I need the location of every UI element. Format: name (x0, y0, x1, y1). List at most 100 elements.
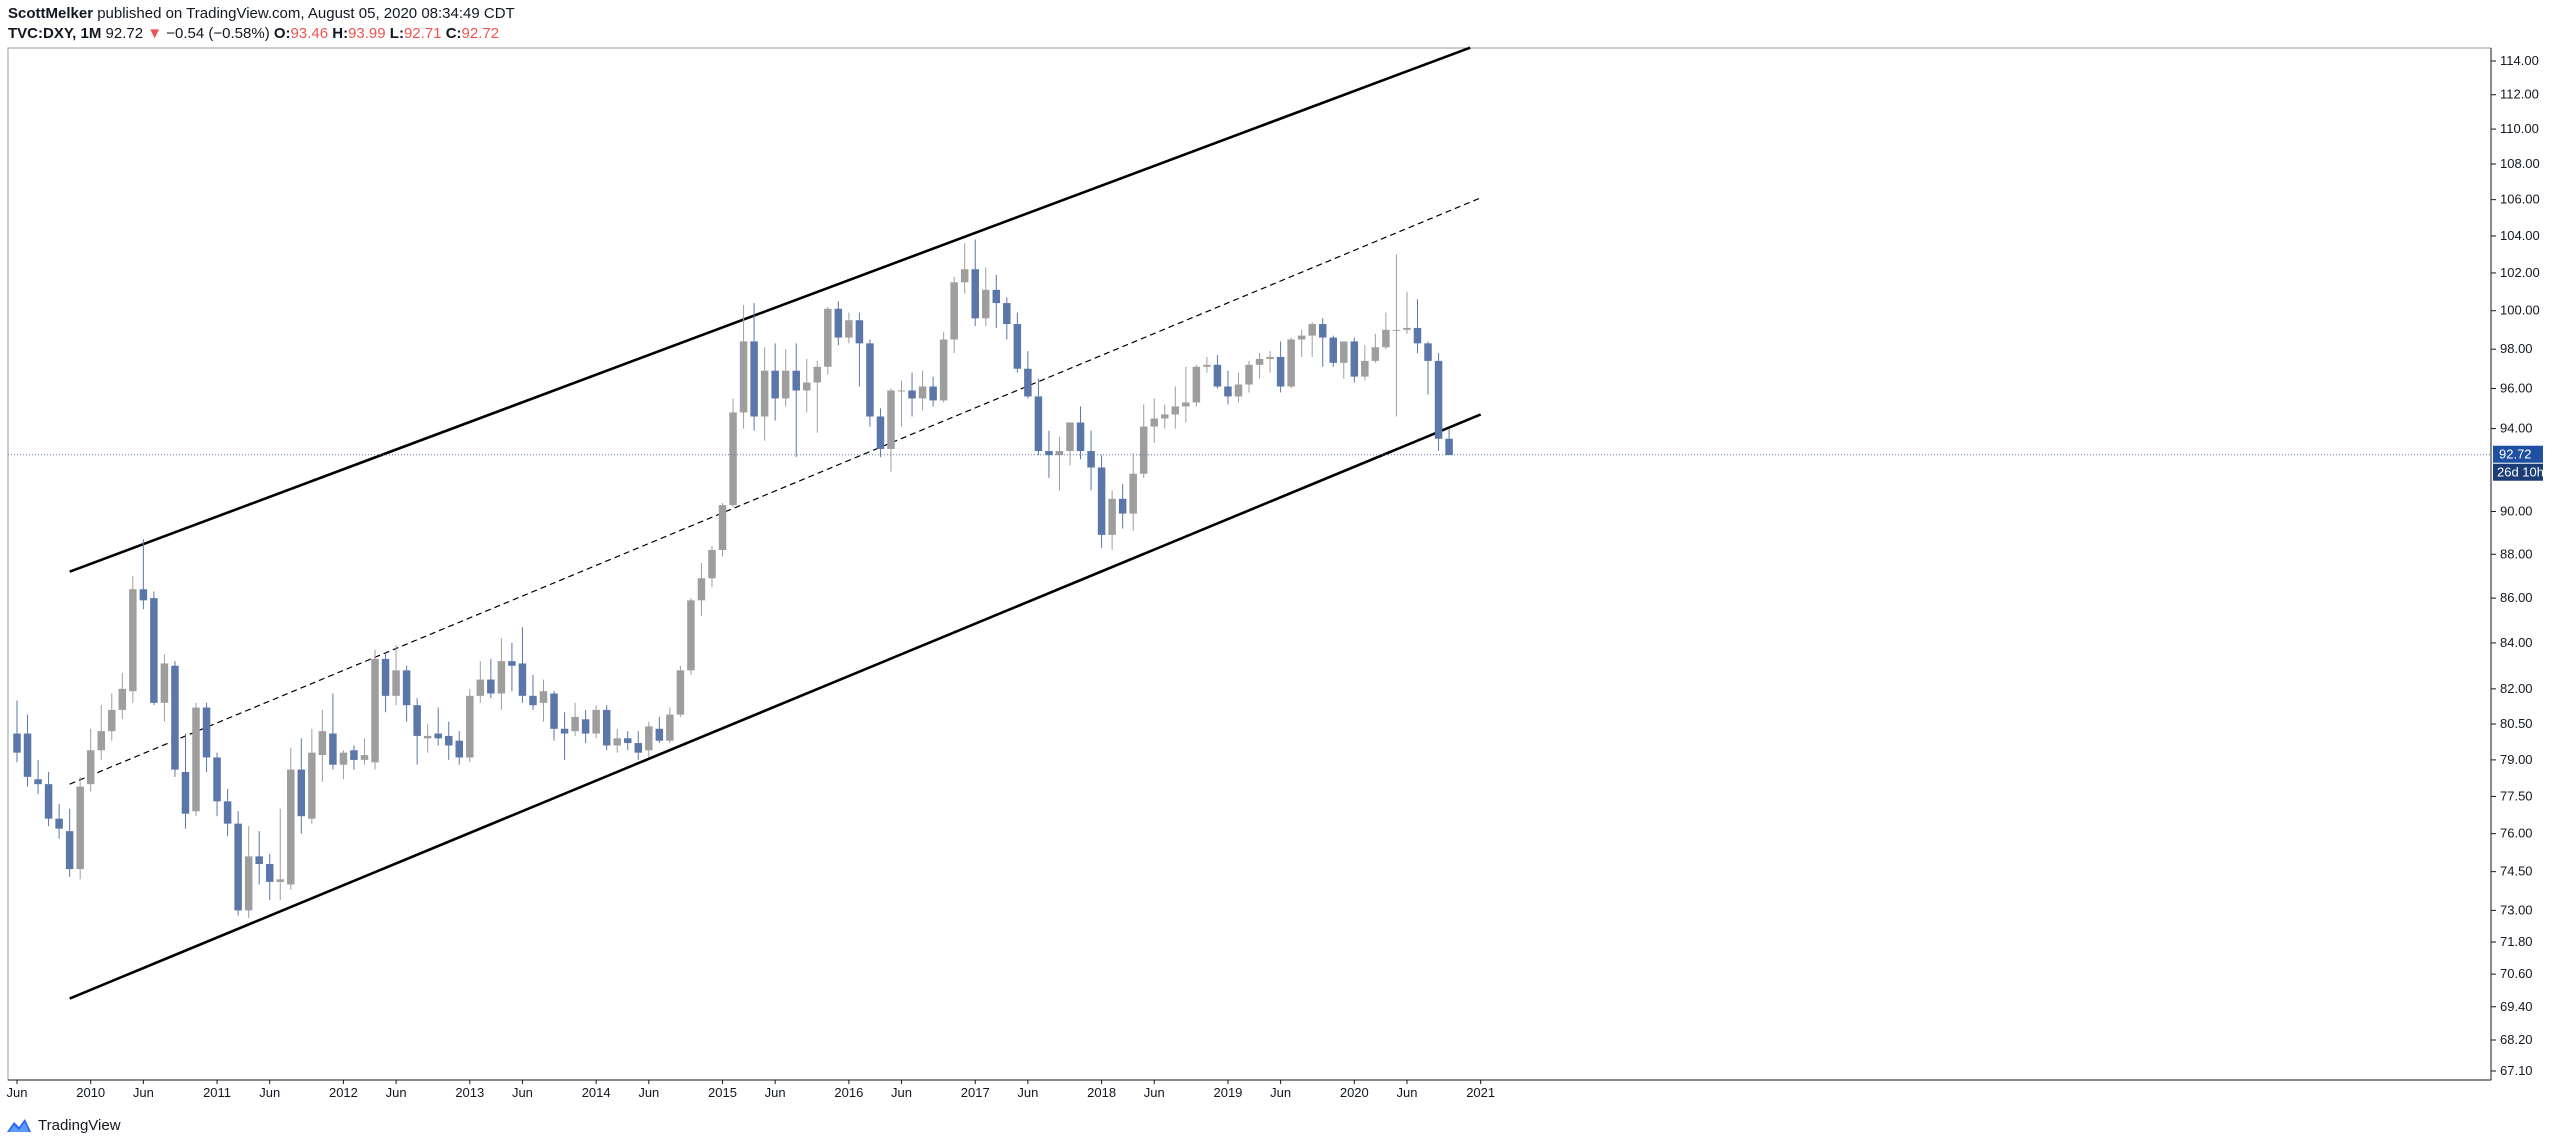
candle-body (655, 728, 664, 741)
candle (518, 627, 527, 703)
candle-body (65, 831, 74, 870)
trendline-middle[interactable] (69, 197, 1481, 785)
candle-body (602, 709, 611, 746)
countdown-label-box (2493, 463, 2543, 481)
tradingview-brand[interactable]: TradingView (38, 1116, 121, 1134)
candle-body (1076, 422, 1085, 452)
candle-body (1371, 347, 1380, 361)
trendline-lower[interactable] (69, 413, 1482, 1000)
candle (982, 267, 990, 326)
candle (508, 642, 516, 692)
time-tick-label: 2016 (834, 1085, 863, 1100)
candle-body (1361, 360, 1369, 377)
price-tick-label: 76.00 (2500, 826, 2533, 841)
candle (339, 750, 348, 780)
candle (287, 747, 295, 890)
candle (687, 598, 695, 675)
candle (308, 728, 316, 824)
candle-body (434, 733, 442, 739)
time-tick-label: Jun (1144, 1085, 1165, 1100)
candle-body (86, 750, 95, 785)
candle (413, 698, 421, 765)
candle (1192, 364, 1201, 407)
candle-body (476, 679, 485, 696)
candle-body (339, 752, 348, 765)
last-price-label-box (2493, 445, 2543, 463)
price-tick-label: 94.00 (2500, 421, 2533, 436)
candle (108, 693, 116, 741)
candle-body (781, 370, 790, 399)
price-tick-label: 96.00 (2500, 380, 2533, 395)
candle-body (718, 505, 727, 550)
candle-body (539, 691, 548, 703)
candle (1255, 353, 1264, 379)
candle-body (1245, 364, 1253, 385)
candle-body (1203, 364, 1211, 367)
candle (139, 539, 148, 610)
candle-body (1055, 451, 1064, 456)
price-axis[interactable]: 114.00 112.00 110.00 108.00 106.00 104.00 102.… (2491, 53, 2544, 1078)
symbol-label[interactable]: TVC:DXY, 1M (8, 25, 102, 42)
low-label: L: (389, 25, 404, 42)
candle-body (982, 289, 990, 319)
time-tick-label: 2011 (203, 1085, 231, 1100)
candle-body (1013, 324, 1022, 369)
candle (392, 645, 400, 706)
time-tick-label: Jun (891, 1085, 912, 1100)
price-tick-label: 84.00 (2500, 635, 2533, 650)
candle (129, 576, 137, 703)
candle (497, 638, 506, 710)
candle (1129, 453, 1137, 531)
candle (1097, 455, 1106, 548)
trendline-upper[interactable] (69, 46, 1471, 573)
candle-body (739, 341, 748, 413)
high-label: H: (332, 25, 349, 42)
candle (1034, 378, 1043, 456)
candle (1287, 337, 1295, 389)
candle (13, 700, 21, 763)
candle-body (1087, 451, 1095, 468)
trendlines[interactable] (69, 46, 1482, 1000)
time-axis[interactable]: Jun 2010 Jun 2011 Jun 2012 Jun 2013 Jun 2014 Jun 20… (7, 1080, 1496, 1100)
candle (297, 738, 306, 834)
candle-body (118, 688, 127, 710)
plot-border (7, 47, 2492, 1081)
price-tick-label: 114.00 (2500, 53, 2539, 68)
candle (1118, 484, 1127, 529)
candles (13, 239, 1453, 919)
price-tick-label: 77.50 (2500, 788, 2533, 803)
author-name[interactable]: ScottMelker (8, 5, 94, 22)
price-tick-label: 74.50 (2500, 864, 2533, 879)
candle-body (750, 341, 758, 417)
candle-body (645, 726, 653, 751)
candle-body (581, 719, 590, 734)
time-tick-label: Jun (765, 1085, 786, 1100)
candle-body (623, 738, 632, 744)
time-tick-label: 2018 (1087, 1085, 1116, 1100)
candle (55, 803, 63, 839)
candle-body (1224, 386, 1232, 397)
candle (834, 301, 843, 346)
tradingview-logo-icon[interactable] (6, 1116, 32, 1134)
candle-body (1297, 335, 1306, 340)
candle (1350, 337, 1359, 383)
last-price-label: 92.72 (2499, 447, 2532, 462)
candle (908, 372, 916, 417)
candle-body (897, 390, 906, 392)
candle (697, 562, 706, 616)
candle-body (1066, 422, 1074, 452)
candle-body (908, 390, 916, 399)
candle-body (824, 308, 832, 367)
candle-body (255, 856, 263, 864)
candle-body (171, 665, 179, 770)
time-tick-label: Jun (1270, 1085, 1291, 1100)
candle (1087, 430, 1095, 491)
candle-body (497, 661, 506, 694)
candle (855, 312, 864, 387)
candle (23, 714, 32, 787)
candle-body (813, 366, 822, 383)
candle (634, 731, 643, 760)
last-value: 92.72 (105, 25, 144, 42)
candle-body (613, 738, 621, 746)
